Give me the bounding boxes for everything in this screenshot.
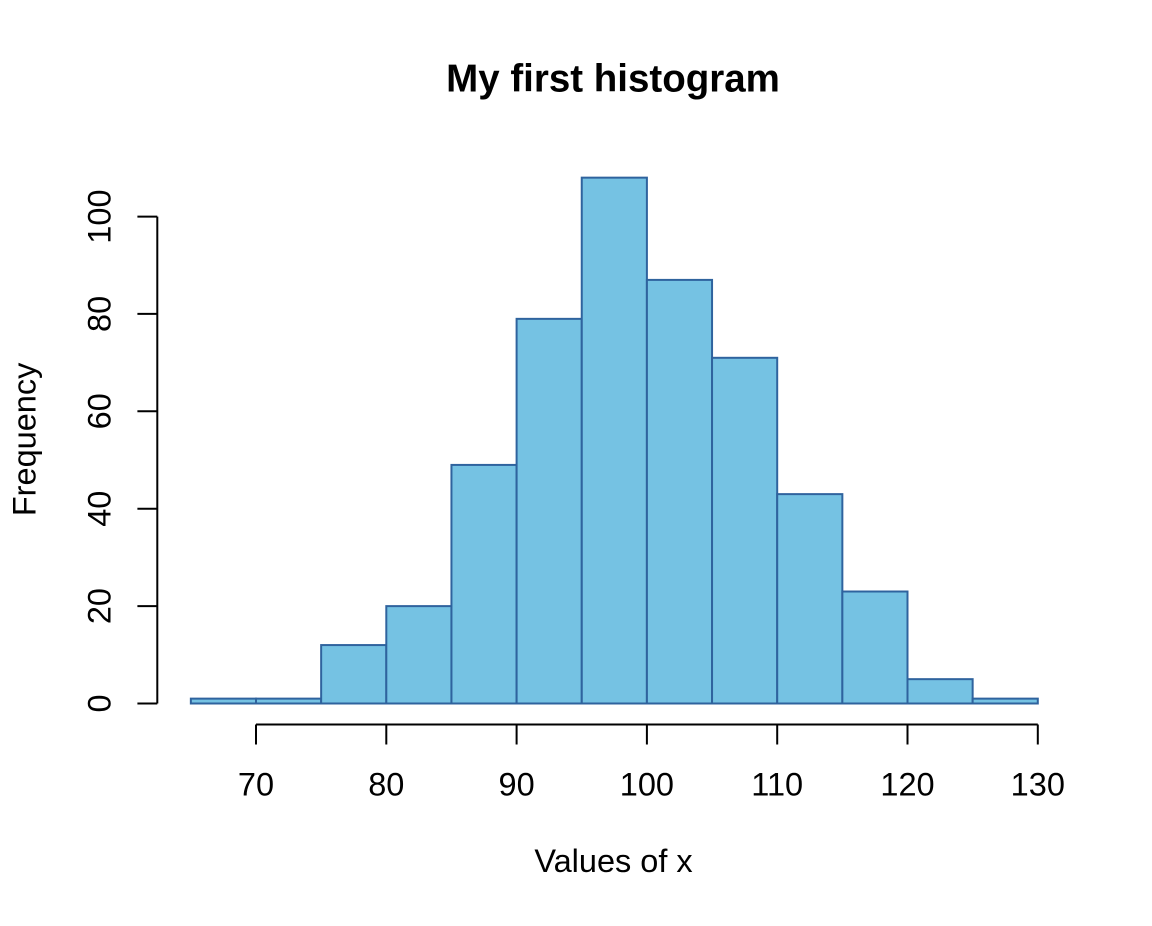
svg-text:My first histogram: My first histogram [446, 58, 780, 101]
svg-text:20: 20 [82, 588, 118, 624]
svg-text:110: 110 [751, 766, 803, 802]
svg-text:120: 120 [880, 766, 934, 802]
svg-text:70: 70 [238, 766, 274, 802]
svg-text:100: 100 [82, 189, 118, 243]
svg-text:130: 130 [1011, 766, 1065, 802]
svg-text:Frequency: Frequency [7, 362, 43, 516]
svg-text:90: 90 [499, 766, 535, 802]
svg-text:80: 80 [368, 766, 404, 802]
svg-text:60: 60 [82, 393, 118, 429]
svg-text:80: 80 [82, 296, 118, 332]
svg-text:0: 0 [82, 694, 118, 712]
svg-text:40: 40 [82, 491, 118, 527]
svg-text:Values of x: Values of x [534, 843, 692, 879]
svg-text:100: 100 [620, 766, 674, 802]
